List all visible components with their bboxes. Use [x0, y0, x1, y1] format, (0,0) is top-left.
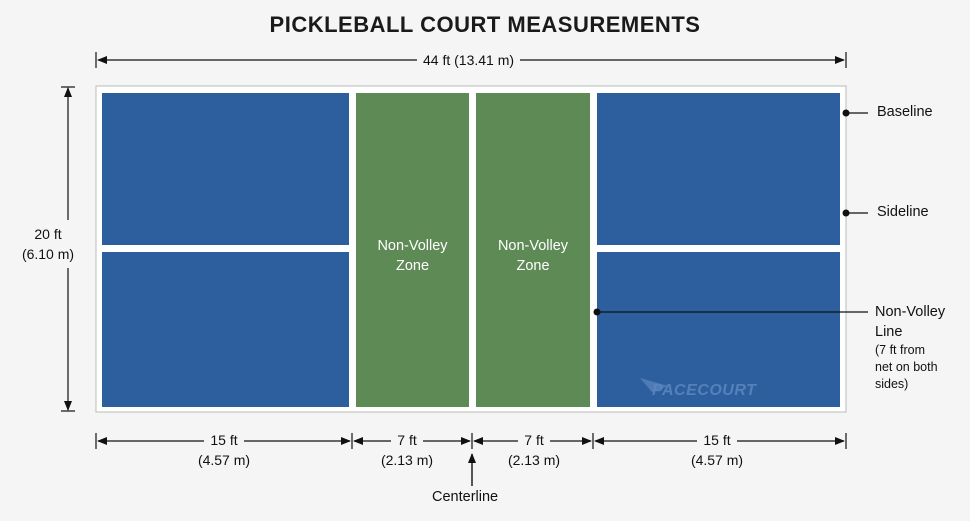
non-volley-zone-left-label: Non-Volley Zone: [377, 238, 448, 274]
watermark-text: PACECOURT: [652, 382, 757, 399]
right-service-court-top: [597, 93, 840, 245]
section-label-left-kitchen: 7 ft (2.13 m): [380, 430, 434, 468]
section-label-left-service: 15 ft (4.57 m): [197, 430, 251, 468]
centerline-label: Centerline: [432, 489, 499, 505]
width-label: 20 ft (6.10 m): [18, 220, 78, 268]
page-title: PICKLEBALL COURT MEASUREMENTS: [269, 12, 701, 37]
non-volley-zone-right-label: Non-Volley Zone: [497, 238, 569, 274]
width-m: (6.10 m): [21, 246, 75, 262]
non-volley-zone-left: [356, 93, 469, 407]
section-label-right-kitchen: 7 ft (2.13 m): [507, 430, 561, 468]
sideline-label: Sideline: [877, 204, 929, 220]
right-service-court-bottom: [597, 252, 840, 407]
total-length-label: 44 ft (13.41 m): [417, 50, 521, 70]
baseline-label: Baseline: [877, 104, 933, 120]
left-service-court-bottom: [102, 252, 349, 407]
section-label-right-service: 15 ft (4.57 m): [690, 430, 744, 468]
non-volley-zone-right: [476, 93, 590, 407]
width-ft: 20 ft: [34, 226, 62, 242]
left-service-court-top: [102, 93, 349, 245]
watermark-logo-icon: [640, 378, 668, 392]
non-volley-line-callout: Non-Volley Line (7 ft from net on both s…: [875, 304, 946, 391]
